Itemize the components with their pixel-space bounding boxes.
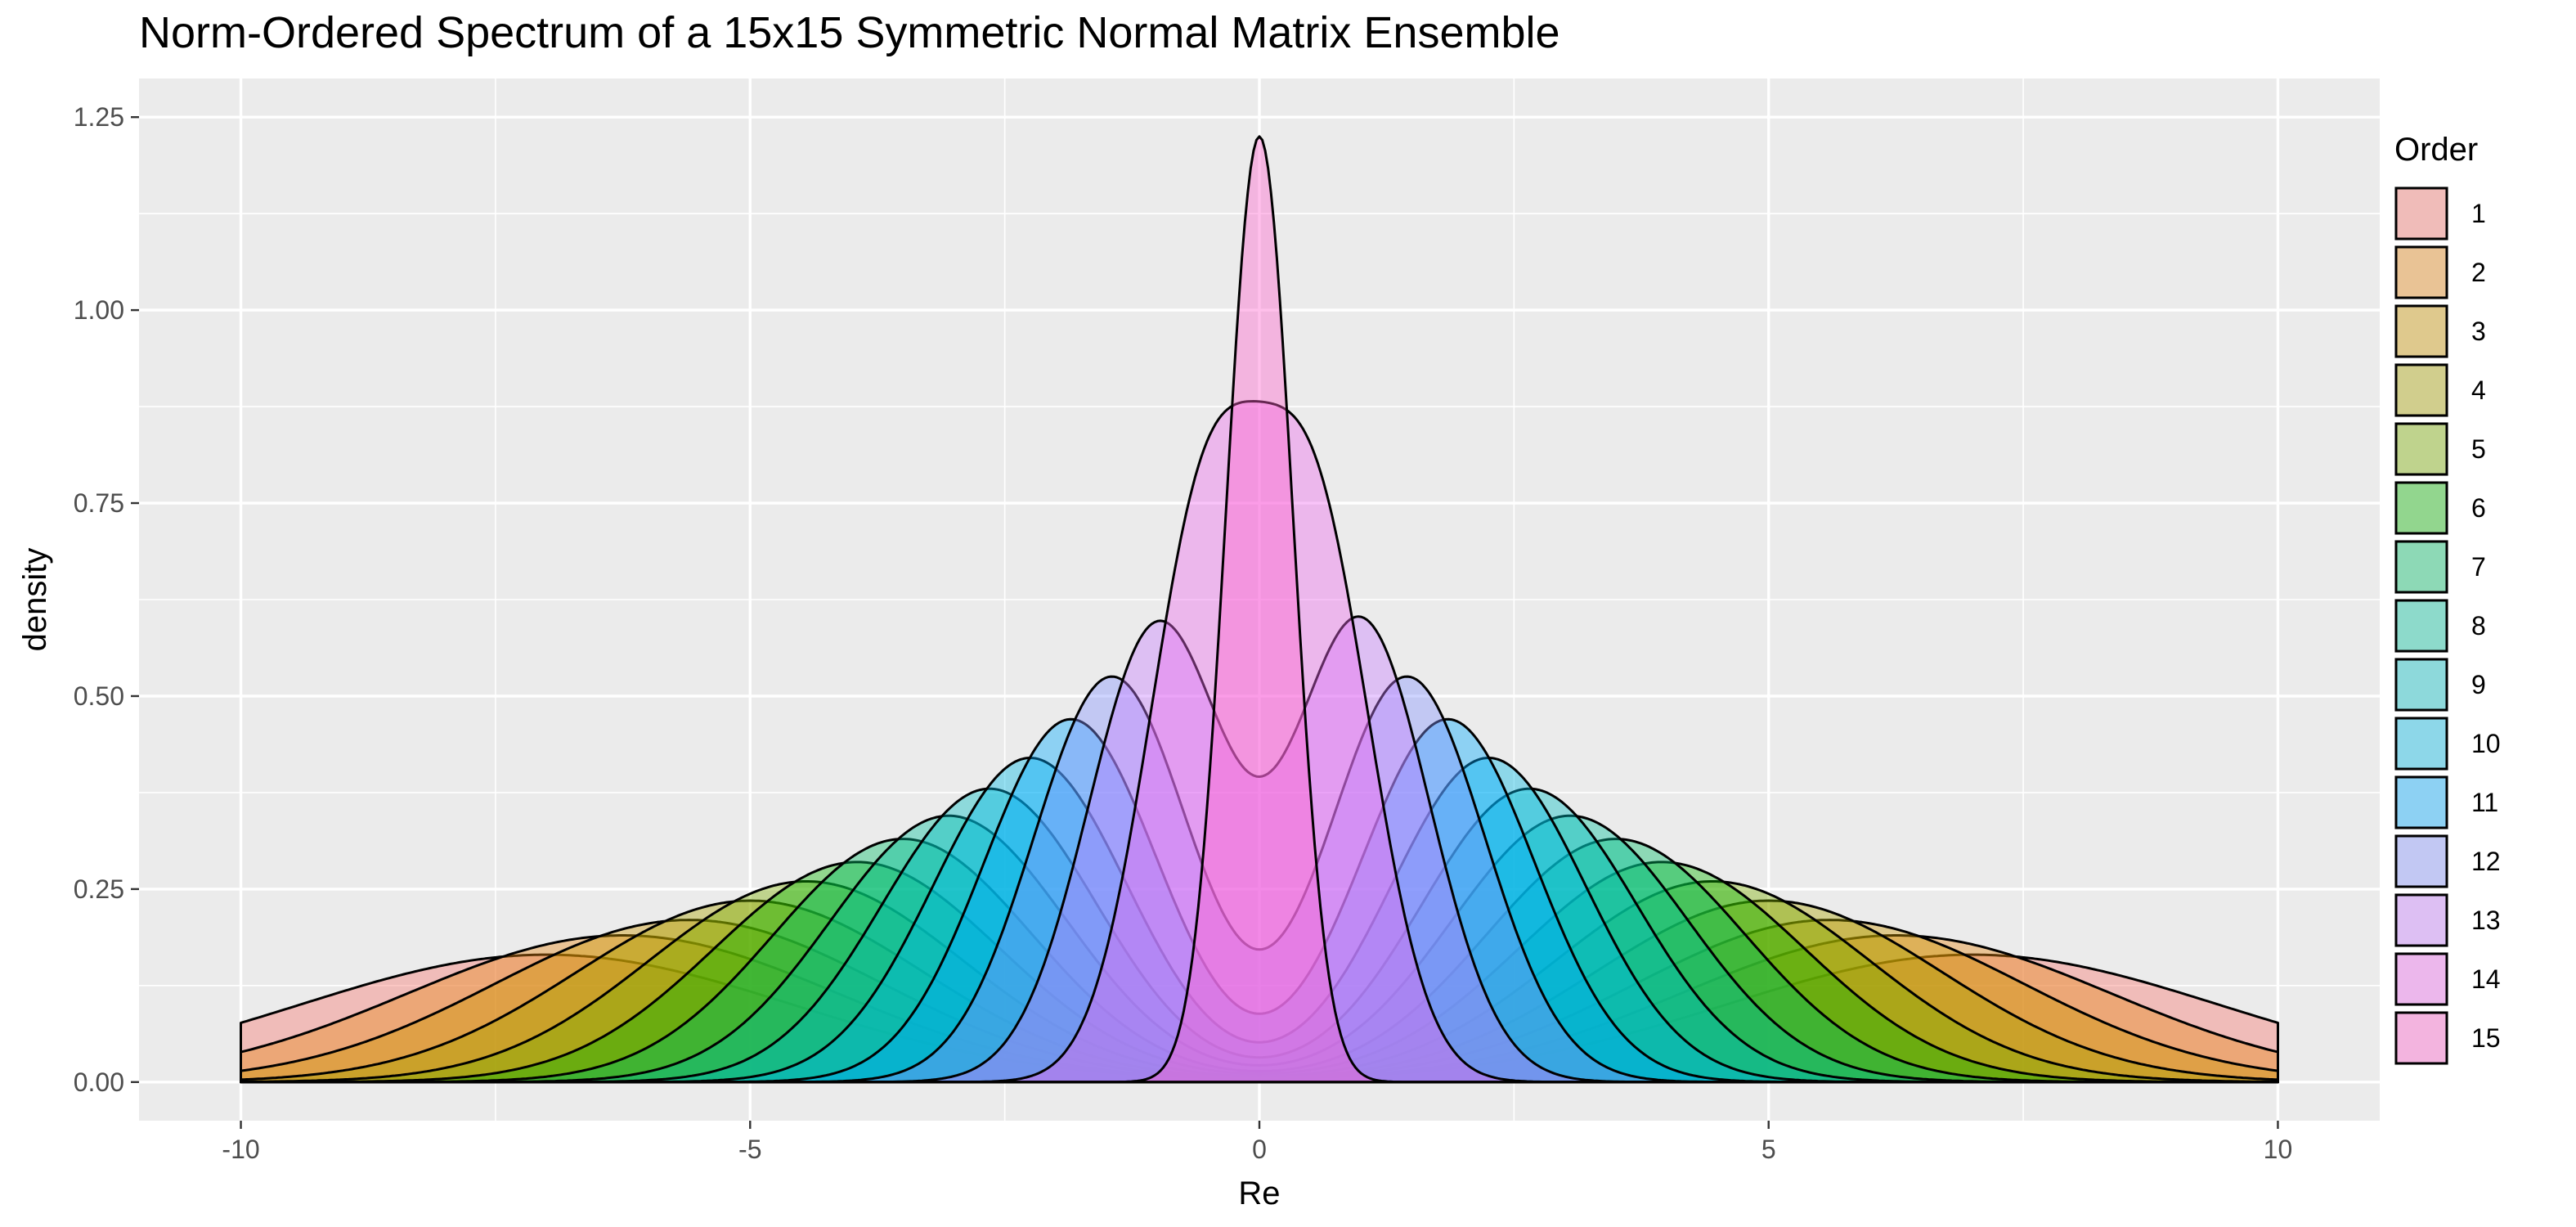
x-axis: -10 -5 0 5 10 [222,1121,2292,1164]
legend-key-swatch [2394,1011,2448,1065]
legend-item-order-12: 12 [2394,834,2501,888]
legend-key-bg [2394,540,2448,594]
x-axis-title: Re [1238,1175,1280,1211]
legend-item-order-2: 2 [2394,245,2486,299]
legend-label: 14 [2471,964,2501,994]
legend-item-order-6: 6 [2394,481,2486,535]
density-area-order-6 [240,861,2279,1084]
y-tick-label: 0.50 [74,681,124,711]
legend-key-bg [2394,1011,2448,1065]
legend-item-order-3: 3 [2394,304,2486,358]
legend-label: 12 [2471,847,2501,876]
legend-item-order-4: 4 [2394,363,2486,417]
x-tick-label: 0 [1252,1135,1267,1164]
legend-title: Order [2394,132,2478,168]
legend-key-bg [2394,893,2448,947]
y-tick-label: 0.75 [74,488,124,518]
legend-key-bg [2394,952,2448,1006]
legend-key-swatch [2394,834,2448,888]
legend-label: 9 [2471,670,2486,699]
legend-item-order-5: 5 [2394,422,2486,476]
legend-key-swatch [2394,422,2448,476]
y-tick-label: 1.00 [74,295,124,325]
legend-label: 13 [2471,906,2501,935]
legend-key-bg [2394,363,2448,417]
density-area-order-5 [240,880,2279,1084]
legend-label: 15 [2471,1023,2501,1053]
legend-item-order-14: 14 [2394,952,2501,1006]
legend-key-swatch [2394,775,2448,829]
legend-key-bg [2394,658,2448,712]
y-axis-title: density [17,548,53,652]
x-tick-label: 10 [2264,1135,2293,1164]
legend-item-order-15: 15 [2394,1011,2501,1065]
legend-label: 8 [2471,611,2486,640]
legend-label: 10 [2471,729,2501,758]
legend-label: 6 [2471,493,2486,523]
legend-label: 2 [2471,258,2486,287]
legend-label: 5 [2471,434,2486,464]
legend-key-swatch [2394,481,2448,535]
x-tick-label: 5 [1761,1135,1776,1164]
legend-label: 7 [2471,552,2486,582]
legend-label: 4 [2471,375,2486,405]
x-tick-label: -10 [222,1135,259,1164]
density-area-order-15 [240,135,2279,1084]
y-tick-label: 1.25 [74,102,124,132]
density-area-order-4 [240,899,2279,1084]
legend-item-order-8: 8 [2394,599,2486,653]
legend-item-order-1: 1 [2394,187,2486,240]
legend-key-bg [2394,187,2448,240]
legend-key-bg [2394,599,2448,653]
y-axis: 0.00 0.25 0.50 0.75 1.00 1.25 [74,102,139,1097]
legend-key-bg [2394,481,2448,535]
legend-key-swatch [2394,658,2448,712]
legend-key-swatch [2394,952,2448,1006]
legend-key-swatch [2394,245,2448,299]
legend-item-order-13: 13 [2394,893,2501,947]
legend-item-order-10: 10 [2394,717,2501,771]
legend-key-bg [2394,717,2448,771]
legend-key-bg [2394,422,2448,476]
legend-label: 1 [2471,199,2486,228]
density-series [240,135,2279,1084]
legend-key-bg [2394,775,2448,829]
y-tick-label: 0.00 [74,1067,124,1097]
legend-key-swatch [2394,717,2448,771]
density-area-order-7 [240,838,2279,1084]
legend-key-swatch [2394,893,2448,947]
legend-item-order-11: 11 [2394,775,2498,829]
density-area-order-8 [240,814,2279,1084]
legend-label: 11 [2471,788,2498,817]
legend-key-bg [2394,304,2448,358]
x-tick-label: -5 [738,1135,761,1164]
legend-key-swatch [2394,187,2448,240]
legend-key-swatch [2394,363,2448,417]
legend-item-order-9: 9 [2394,658,2486,712]
legend-key-bg [2394,834,2448,888]
legend-key-bg [2394,245,2448,299]
legend-label: 3 [2471,317,2486,346]
y-tick-label: 0.25 [74,874,124,904]
legend-key-swatch [2394,599,2448,653]
legend-key-swatch [2394,304,2448,358]
legend-key-swatch [2394,540,2448,594]
chart-title: Norm-Ordered Spectrum of a 15x15 Symmetr… [139,8,1560,57]
legend-item-order-7: 7 [2394,540,2486,594]
